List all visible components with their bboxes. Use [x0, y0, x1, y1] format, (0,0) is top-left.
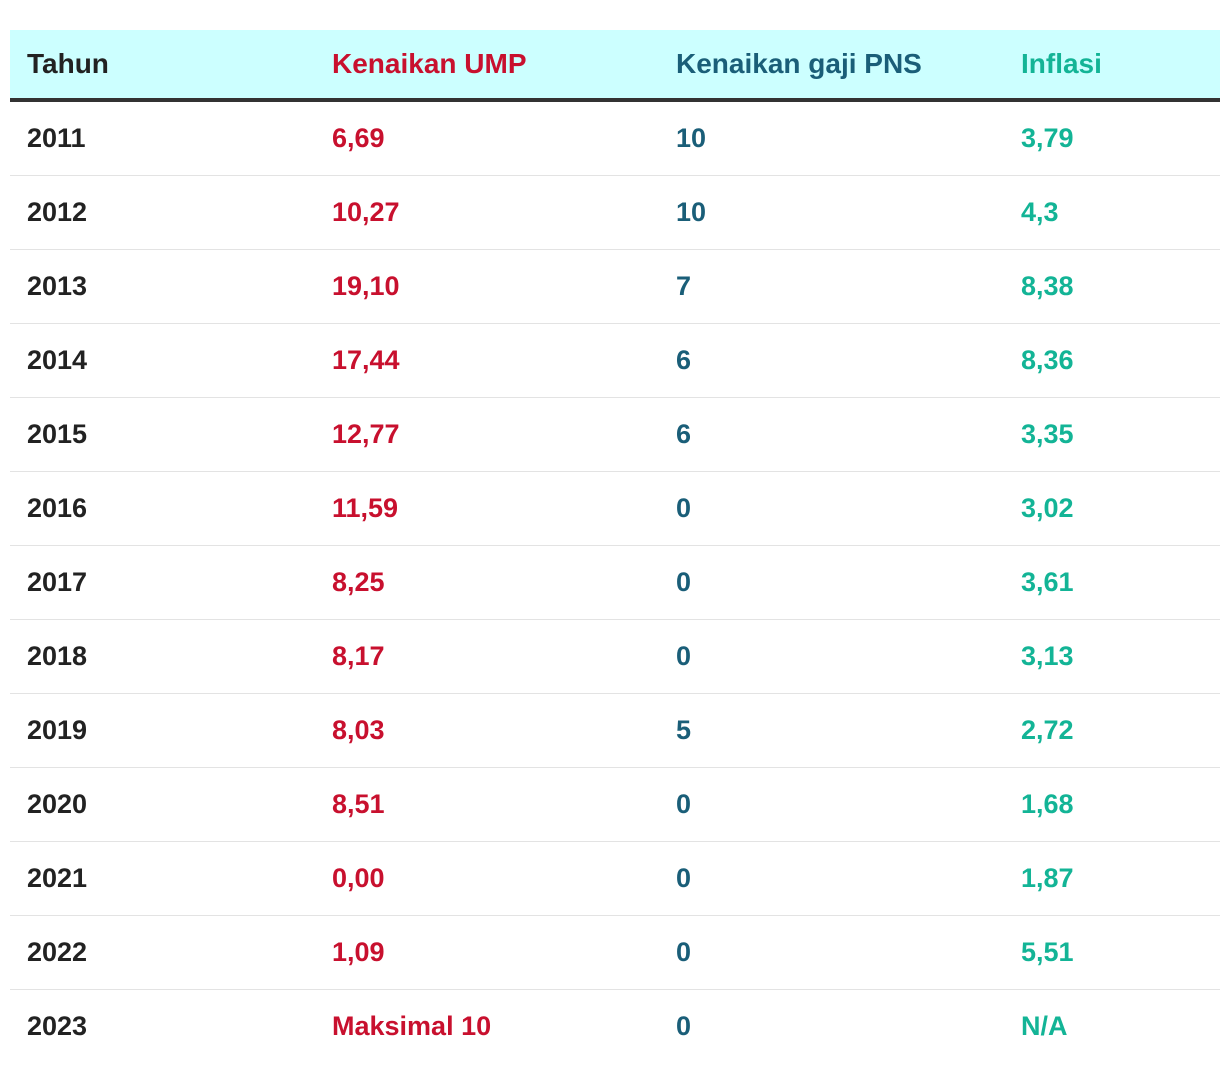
year-cell: 2011 — [10, 100, 315, 176]
pns-salary-increase-cell: 6 — [659, 323, 1004, 398]
pns-salary-increase-cell: 0 — [676, 1011, 692, 1041]
table-row: 2019 8,03 5 2,72 — [10, 693, 1220, 768]
ump-increase-cell: Maksimal 10 — [332, 1011, 492, 1041]
table-row: 2018 8,17 0 3,13 — [10, 619, 1220, 694]
table-row: 2016 11,59 0 3,02 — [10, 471, 1220, 546]
year-cell: 2016 — [10, 471, 315, 546]
data-table-container: Tahun Kenaikan UMP Kenaikan gaji PNS Inf… — [10, 30, 1220, 1063]
header-row: Tahun Kenaikan UMP Kenaikan gaji PNS Inf… — [10, 30, 1220, 102]
inflation-cell: 3,79 — [1004, 100, 1220, 176]
pns-salary-increase-cell: 0 — [659, 841, 1004, 916]
ump-increase-cell: 19,10 — [315, 249, 659, 324]
ump-increase-cell: 12,77 — [315, 397, 659, 472]
inflation-cell: 3,13 — [1004, 619, 1220, 694]
table-row: 2021 0,00 0 1,87 — [10, 841, 1220, 916]
inflation-cell: 4,3 — [1004, 175, 1220, 250]
inflation-cell: 5,51 — [1004, 915, 1220, 990]
table-row: 2013 19,10 7 8,38 — [10, 249, 1220, 324]
year-cell: 2013 — [10, 249, 315, 324]
inflation-cell: 3,02 — [1004, 471, 1220, 546]
pns-salary-increase-cell: 6 — [659, 397, 1004, 472]
ump-increase-cell: 17,44 — [315, 323, 659, 398]
ump-increase-cell: 1,09 — [315, 915, 659, 990]
year-cell: 2018 — [10, 619, 315, 694]
header-cell-kenaikan-gaji-pns: Kenaikan gaji PNS — [659, 30, 1004, 102]
inflation-cell: 3,35 — [1004, 397, 1220, 472]
pns-salary-increase-cell: 0 — [659, 619, 1004, 694]
inflation-cell: 8,36 — [1004, 323, 1220, 398]
ump-increase-cell: 11,59 — [315, 471, 659, 546]
ump-increase-cell: 6,69 — [315, 100, 659, 176]
pns-salary-increase-cell: 0 — [659, 545, 1004, 620]
data-table: Tahun Kenaikan UMP Kenaikan gaji PNS Inf… — [10, 30, 1220, 1063]
table-row: 2015 12,77 6 3,35 — [10, 397, 1220, 472]
header-cell-tahun: Tahun — [10, 30, 315, 102]
pns-salary-increase-cell: 10 — [659, 100, 1004, 176]
table-row: 2012 10,27 10 4,3 — [10, 175, 1220, 250]
pns-salary-increase-cell: 10 — [659, 175, 1004, 250]
table-row: 2017 8,25 0 3,61 — [10, 545, 1220, 620]
header-cell-kenaikan-ump: Kenaikan UMP — [315, 30, 659, 102]
year-cell: 2023 — [27, 1011, 88, 1041]
year-cell: 2014 — [10, 323, 315, 398]
inflation-cell: N/A — [1021, 1011, 1068, 1041]
pns-salary-increase-cell: 5 — [659, 693, 1004, 768]
ump-increase-cell: 8,51 — [315, 767, 659, 842]
pns-salary-increase-cell: 0 — [659, 471, 1004, 546]
table-row: 2011 6,69 10 3,79 — [10, 100, 1220, 176]
year-cell: 2012 — [10, 175, 315, 250]
year-cell: 2021 — [10, 841, 315, 916]
table-row: 2023 Maksimal 10 0 N/A — [10, 990, 1220, 1064]
inflation-cell: 3,61 — [1004, 545, 1220, 620]
table-row: 2014 17,44 6 8,36 — [10, 323, 1220, 398]
year-cell: 2019 — [10, 693, 315, 768]
pns-salary-increase-cell: 0 — [659, 915, 1004, 990]
table-row: 2022 1,09 0 5,51 — [10, 915, 1220, 990]
inflation-cell: 8,38 — [1004, 249, 1220, 324]
ump-increase-cell: 8,03 — [315, 693, 659, 768]
ump-increase-cell: 10,27 — [315, 175, 659, 250]
inflation-cell: 1,87 — [1004, 841, 1220, 916]
table-header: Tahun Kenaikan UMP Kenaikan gaji PNS Inf… — [10, 30, 1220, 102]
year-cell: 2017 — [10, 545, 315, 620]
table-row: 2020 8,51 0 1,68 — [10, 767, 1220, 842]
pns-salary-increase-cell: 0 — [659, 767, 1004, 842]
table-body: 2011 6,69 10 3,79 2012 10,27 10 4,3 2013 19,10 7 8,… — [10, 100, 1220, 1063]
ump-increase-cell: 8,25 — [315, 545, 659, 620]
year-cell: 2022 — [10, 915, 315, 990]
year-cell: 2020 — [10, 767, 315, 842]
year-cell: 2015 — [10, 397, 315, 472]
ump-increase-cell: 8,17 — [315, 619, 659, 694]
ump-increase-cell: 0,00 — [315, 841, 659, 916]
pns-salary-increase-cell: 7 — [659, 249, 1004, 324]
inflation-cell: 1,68 — [1004, 767, 1220, 842]
inflation-cell: 2,72 — [1004, 693, 1220, 768]
header-cell-inflasi: Inflasi — [1004, 30, 1220, 102]
